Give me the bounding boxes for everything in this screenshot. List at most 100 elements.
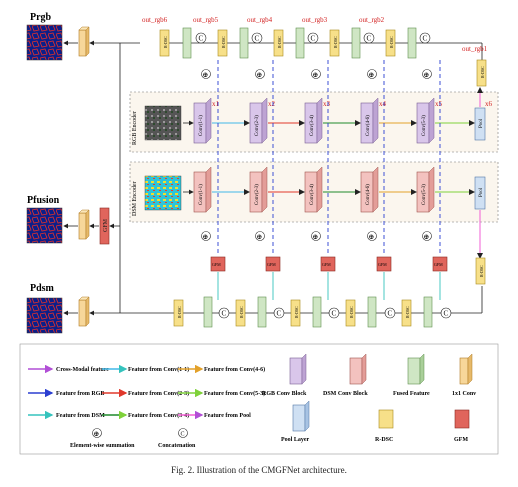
svg-text:C: C [181, 432, 185, 438]
svg-text:GFM: GFM [212, 262, 221, 267]
top-decoder-units: R-DSC C R-DSC C R-DSC C R-DSC C R-DSC C … [159, 27, 487, 87]
svg-text:R-DSC: R-DSC [375, 437, 393, 443]
svg-text:C: C [388, 310, 393, 318]
svg-text:R-DSC: R-DSC [177, 306, 182, 318]
top-summations: ⊕ ⊕ ⊕ ⊕ ⊕ [201, 69, 432, 79]
svg-text:⊕: ⊕ [424, 71, 430, 79]
svg-text:Conv(4-6): Conv(4-6) [366, 115, 371, 136]
rgb-decoder-row [89, 40, 483, 60]
svg-text:R-DSC: R-DSC [277, 36, 282, 48]
svg-text:DSM Conv Block: DSM Conv Block [323, 391, 368, 397]
svg-text:⊕: ⊕ [257, 233, 263, 241]
svg-text:Feature from Conv(3-4): Feature from Conv(3-4) [128, 412, 189, 419]
svg-text:R-DSC: R-DSC [333, 36, 338, 48]
svg-text:Conv(3-4): Conv(3-4) [310, 115, 315, 136]
gfm-row: GFM GFM GFM GFM GFM R-DSC [210, 256, 486, 285]
dsm-encoder-flow [183, 189, 483, 259]
svg-text:x6: x6 [485, 100, 493, 108]
svg-text:R-DSC: R-DSC [221, 36, 226, 48]
svg-text:R-DSC: R-DSC [349, 306, 354, 318]
legend-block-items: RGB Conv Block DSM Conv Block Fused Feat… [262, 353, 476, 443]
conv1x1-rgb-out [78, 26, 90, 57]
svg-text:Feature from Conv(1-1): Feature from Conv(1-1) [128, 366, 189, 373]
rgb-input-image [144, 105, 182, 141]
svg-text:x4: x4 [379, 100, 387, 108]
conv1x1-fusion-out [78, 209, 90, 240]
svg-text:Feature from DSM: Feature from DSM [56, 413, 105, 419]
svg-text:R-DSC: R-DSC [479, 265, 484, 277]
out-rgb6-label: out_rgb6 [142, 16, 168, 24]
svg-text:GFM: GFM [378, 262, 387, 267]
svg-text:Pool: Pool [479, 187, 484, 197]
svg-text:Element-wise summation: Element-wise summation [70, 443, 135, 449]
svg-text:C: C [255, 35, 260, 43]
svg-text:Conv(3-4): Conv(3-4) [310, 184, 315, 205]
svg-text:Conv(5-3): Conv(5-3) [422, 184, 427, 205]
svg-text:Conv(4-6): Conv(4-6) [366, 184, 371, 205]
out-rgb4-label: out_rgb4 [247, 16, 273, 24]
dsm-encoder-label: DSM Encoder [132, 182, 138, 217]
figure-caption: Fig. 2. Illustration of the CMGFNet arch… [171, 465, 347, 475]
svg-text:Feature from Conv(4-6): Feature from Conv(4-6) [204, 366, 265, 373]
svg-text:GFM: GFM [454, 437, 468, 443]
p-rgb-map [26, 24, 63, 61]
svg-text:Conv(2-3): Conv(2-3) [255, 115, 260, 136]
legend-symbols: ⊕ Element-wise summation C Concatenation [70, 428, 196, 449]
p-dsm-label: Pdsm [30, 283, 55, 294]
svg-text:C: C [332, 310, 337, 318]
svg-text:R-DSC: R-DSC [480, 66, 485, 78]
svg-text:R-DSC: R-DSC [389, 36, 394, 48]
svg-text:Conv(1-1): Conv(1-1) [199, 115, 204, 136]
svg-text:RGB Conv Block: RGB Conv Block [262, 391, 307, 397]
dsm-conv-blocks [193, 166, 486, 213]
svg-text:Pool Layer: Pool Layer [281, 437, 309, 443]
p-rgb-label: Prgb [30, 12, 52, 23]
svg-text:C: C [199, 35, 204, 43]
svg-text:Conv(1-1): Conv(1-1) [199, 184, 204, 205]
svg-text:Cross-Modal feature: Cross-Modal feature [56, 367, 109, 373]
dsm-decoder-row: R-DSC C R-DSC C R-DSC C R-DSC C R-DSC C [89, 286, 483, 328]
svg-text:⊕: ⊕ [369, 233, 375, 241]
out-rgb2-label: out_rgb2 [359, 16, 385, 24]
svg-text:GFM: GFM [103, 218, 109, 232]
svg-text:C: C [311, 35, 316, 43]
svg-text:R-DSC: R-DSC [405, 306, 410, 318]
svg-text:Concatenation: Concatenation [158, 443, 196, 449]
svg-text:⊕: ⊕ [94, 430, 100, 438]
svg-text:C: C [444, 310, 449, 318]
p-fusion-map [26, 207, 63, 244]
svg-text:C: C [222, 310, 227, 318]
svg-text:⊕: ⊕ [203, 233, 209, 241]
svg-text:C: C [423, 35, 428, 43]
svg-text:x2: x2 [268, 100, 276, 108]
svg-text:GFM: GFM [322, 262, 331, 267]
conv1x1-dsm-out [78, 296, 90, 327]
svg-text:x3: x3 [323, 100, 331, 108]
rgb-encoder-label: RGB Encoder [132, 111, 138, 145]
svg-text:C: C [367, 35, 372, 43]
svg-text:⊕: ⊕ [203, 71, 209, 79]
gfm-to-decoder-links [217, 272, 441, 300]
svg-text:⊕: ⊕ [424, 233, 430, 241]
p-fusion-label: Pfusion [27, 195, 60, 206]
svg-text:R-DSC: R-DSC [163, 36, 168, 48]
svg-text:Feature from RGB: Feature from RGB [56, 391, 104, 397]
svg-text:⊕: ⊕ [369, 71, 375, 79]
svg-text:x5: x5 [435, 100, 443, 108]
svg-text:Feature from Conv(2-3): Feature from Conv(2-3) [128, 390, 189, 397]
svg-text:⊕: ⊕ [313, 71, 319, 79]
svg-text:Conv(5-3): Conv(5-3) [422, 115, 427, 136]
svg-text:Feature from Pool: Feature from Pool [204, 413, 251, 419]
svg-text:⊕: ⊕ [257, 71, 263, 79]
bottom-summations: ⊕ ⊕ ⊕ ⊕ ⊕ [201, 231, 432, 241]
dsm-input-image [144, 175, 182, 211]
svg-text:R-DSC: R-DSC [294, 306, 299, 318]
svg-text:Pool: Pool [479, 118, 484, 128]
gfm-main-block: GFM [99, 207, 110, 245]
legend-line-items: Cross-Modal feature Feature from RGB Fea… [28, 364, 265, 420]
out-rgb1-label: out_rgb1 [462, 45, 488, 53]
svg-text:Feature from Conv(5-3): Feature from Conv(5-3) [204, 390, 265, 397]
cross-modal-dashed-lines [217, 60, 441, 256]
svg-text:GFM: GFM [434, 262, 443, 267]
